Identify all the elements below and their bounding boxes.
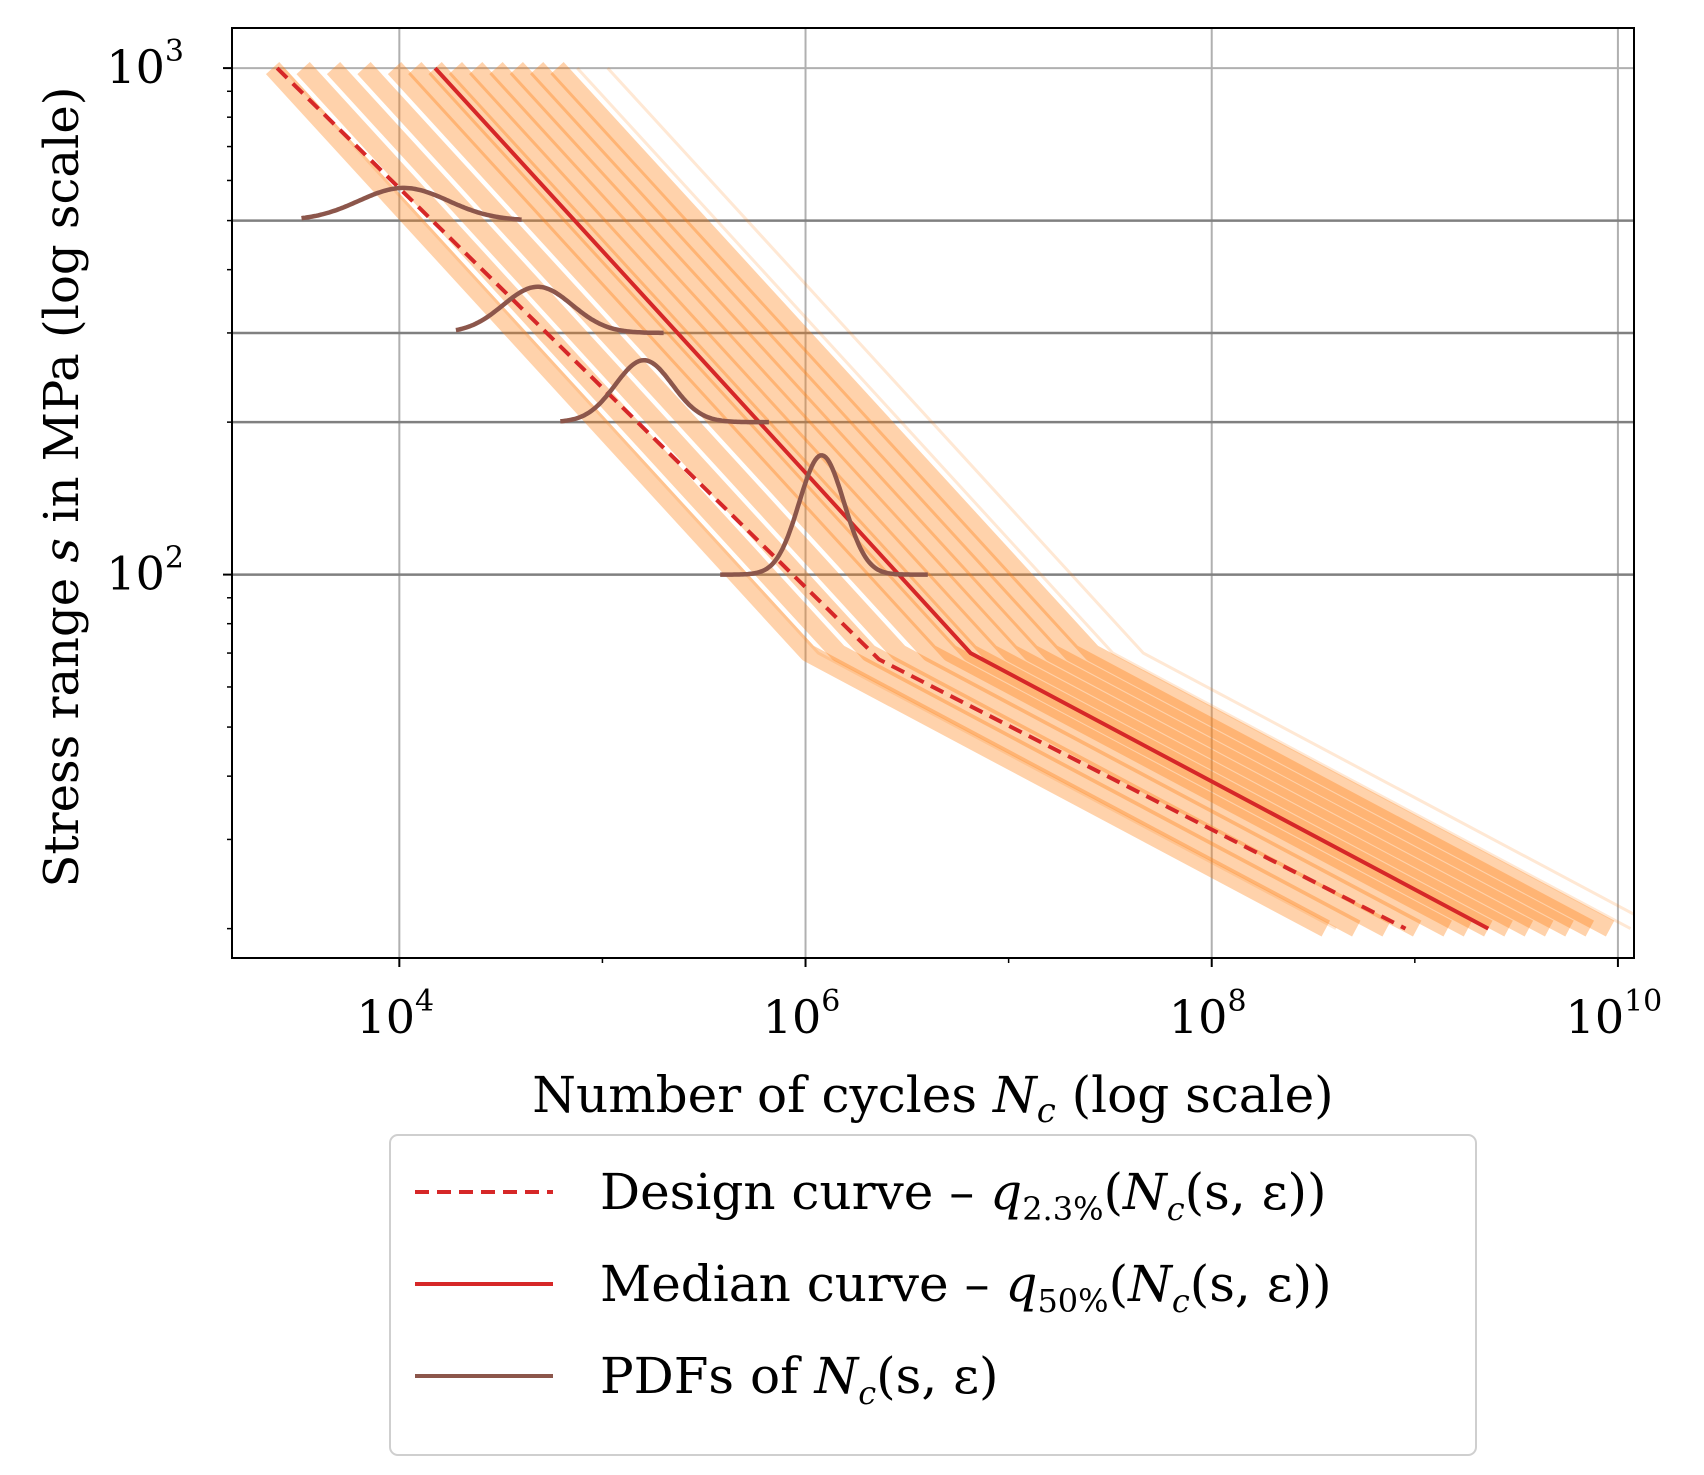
y-axis-label-suffix: in MPa (log scale) bbox=[34, 86, 90, 538]
legend-label-paren: ( bbox=[1109, 1255, 1129, 1313]
x-tick-exp: 4 bbox=[415, 984, 434, 1019]
x-tick-label: 108 bbox=[1169, 984, 1247, 1044]
sample-curve bbox=[296, 62, 1361, 937]
x-axis-label-suffix: (log scale) bbox=[1056, 1066, 1334, 1124]
y-tick-label: 103 bbox=[106, 34, 184, 94]
legend-label-text: PDFs of bbox=[600, 1347, 814, 1405]
y-tick-base: 10 bbox=[106, 547, 165, 601]
legend-label-q: q bbox=[1005, 1255, 1037, 1313]
x-tick-exp: 10 bbox=[1624, 984, 1662, 1019]
x-axis-label-sub: c bbox=[1037, 1091, 1056, 1131]
sample-curve-band bbox=[265, 62, 1634, 937]
legend-label-design: Design curve – q2.3%(Nc(s, ε)) bbox=[600, 1163, 1327, 1228]
legend-label-expr: (s, ε)) bbox=[1185, 1163, 1327, 1221]
legend-label-var: N bbox=[813, 1347, 860, 1405]
legend-box bbox=[389, 1134, 1477, 1456]
y-tick-exp: 2 bbox=[165, 541, 184, 576]
x-axis-label: Number of cycles Nc (log scale) bbox=[532, 1066, 1333, 1131]
sample-curve bbox=[265, 62, 1331, 937]
series-lines bbox=[275, 66, 1490, 931]
legend: Design curve – q2.3%(Nc(s, ε))Median cur… bbox=[389, 1134, 1477, 1456]
x-tick-base: 10 bbox=[1169, 990, 1228, 1044]
y-axis-label-var: s bbox=[34, 538, 90, 563]
legend-label-pdfs: PDFs of Nc(s, ε) bbox=[600, 1347, 999, 1412]
y-tick-label: 102 bbox=[106, 541, 184, 601]
x-tick-label: 104 bbox=[357, 984, 435, 1044]
x-tick-exp: 6 bbox=[821, 984, 840, 1019]
sample-curve bbox=[326, 62, 1391, 937]
sample-curve bbox=[550, 62, 1615, 937]
sample-curve-faint bbox=[281, 67, 1337, 930]
sample-curve bbox=[357, 62, 1422, 937]
legend-label-q: q bbox=[990, 1163, 1022, 1221]
x-tick-base: 10 bbox=[763, 990, 822, 1044]
sample-curve bbox=[489, 62, 1554, 937]
legend-label-sub: c bbox=[1172, 1282, 1190, 1320]
legend-label-paren: ( bbox=[1103, 1163, 1123, 1221]
sample-curve bbox=[448, 62, 1513, 937]
sample-curve bbox=[387, 62, 1452, 937]
legend-label-text: Median curve – bbox=[600, 1255, 1005, 1313]
legend-label-sub: c bbox=[1167, 1190, 1185, 1228]
x-tick-base: 10 bbox=[1566, 990, 1625, 1044]
grid-lines bbox=[232, 28, 1634, 958]
pdf-curves bbox=[301, 185, 928, 577]
plot-frame bbox=[231, 27, 1635, 959]
sample-curve bbox=[529, 62, 1595, 937]
sample-curve bbox=[408, 62, 1473, 937]
y-tick-base: 10 bbox=[106, 40, 165, 94]
x-tick-exp: 8 bbox=[1227, 984, 1246, 1019]
pdf-curve bbox=[301, 185, 522, 222]
legend-label-qsub: 2.3% bbox=[1022, 1190, 1103, 1228]
sample-curve bbox=[469, 62, 1534, 937]
legend-label-text: Design curve – bbox=[600, 1163, 990, 1221]
y-tick-exp: 3 bbox=[165, 34, 184, 69]
x-tick-label: 1010 bbox=[1566, 984, 1663, 1044]
legend-label-expr: (s, ε) bbox=[876, 1347, 998, 1405]
legend-label-sub: c bbox=[858, 1374, 876, 1412]
median-curve bbox=[433, 66, 1490, 931]
legend-label-median: Median curve – q50%(Nc(s, ε)) bbox=[600, 1255, 1332, 1320]
y-axis-label: Stress range s in MPa (log scale) bbox=[34, 86, 90, 887]
pdf-curve bbox=[560, 357, 769, 425]
x-axis-label-var: N bbox=[992, 1066, 1039, 1124]
legend-label-var: N bbox=[1122, 1163, 1169, 1221]
pdf-curve bbox=[720, 453, 928, 577]
sample-curve-faint bbox=[576, 67, 1632, 930]
design-curve bbox=[275, 66, 1407, 931]
legend-label-var: N bbox=[1127, 1255, 1174, 1313]
sample-curve bbox=[509, 62, 1574, 937]
sample-curve-faint bbox=[606, 67, 1634, 916]
y-axis-label-prefix: Stress range bbox=[34, 563, 90, 888]
x-axis-label-prefix: Number of cycles bbox=[532, 1066, 993, 1124]
x-tick-label: 106 bbox=[763, 984, 841, 1044]
pdf-curve bbox=[455, 284, 664, 336]
legend-label-qsub: 50% bbox=[1037, 1282, 1108, 1320]
x-tick-base: 10 bbox=[357, 990, 416, 1044]
legend-label-expr: (s, ε)) bbox=[1190, 1255, 1332, 1313]
